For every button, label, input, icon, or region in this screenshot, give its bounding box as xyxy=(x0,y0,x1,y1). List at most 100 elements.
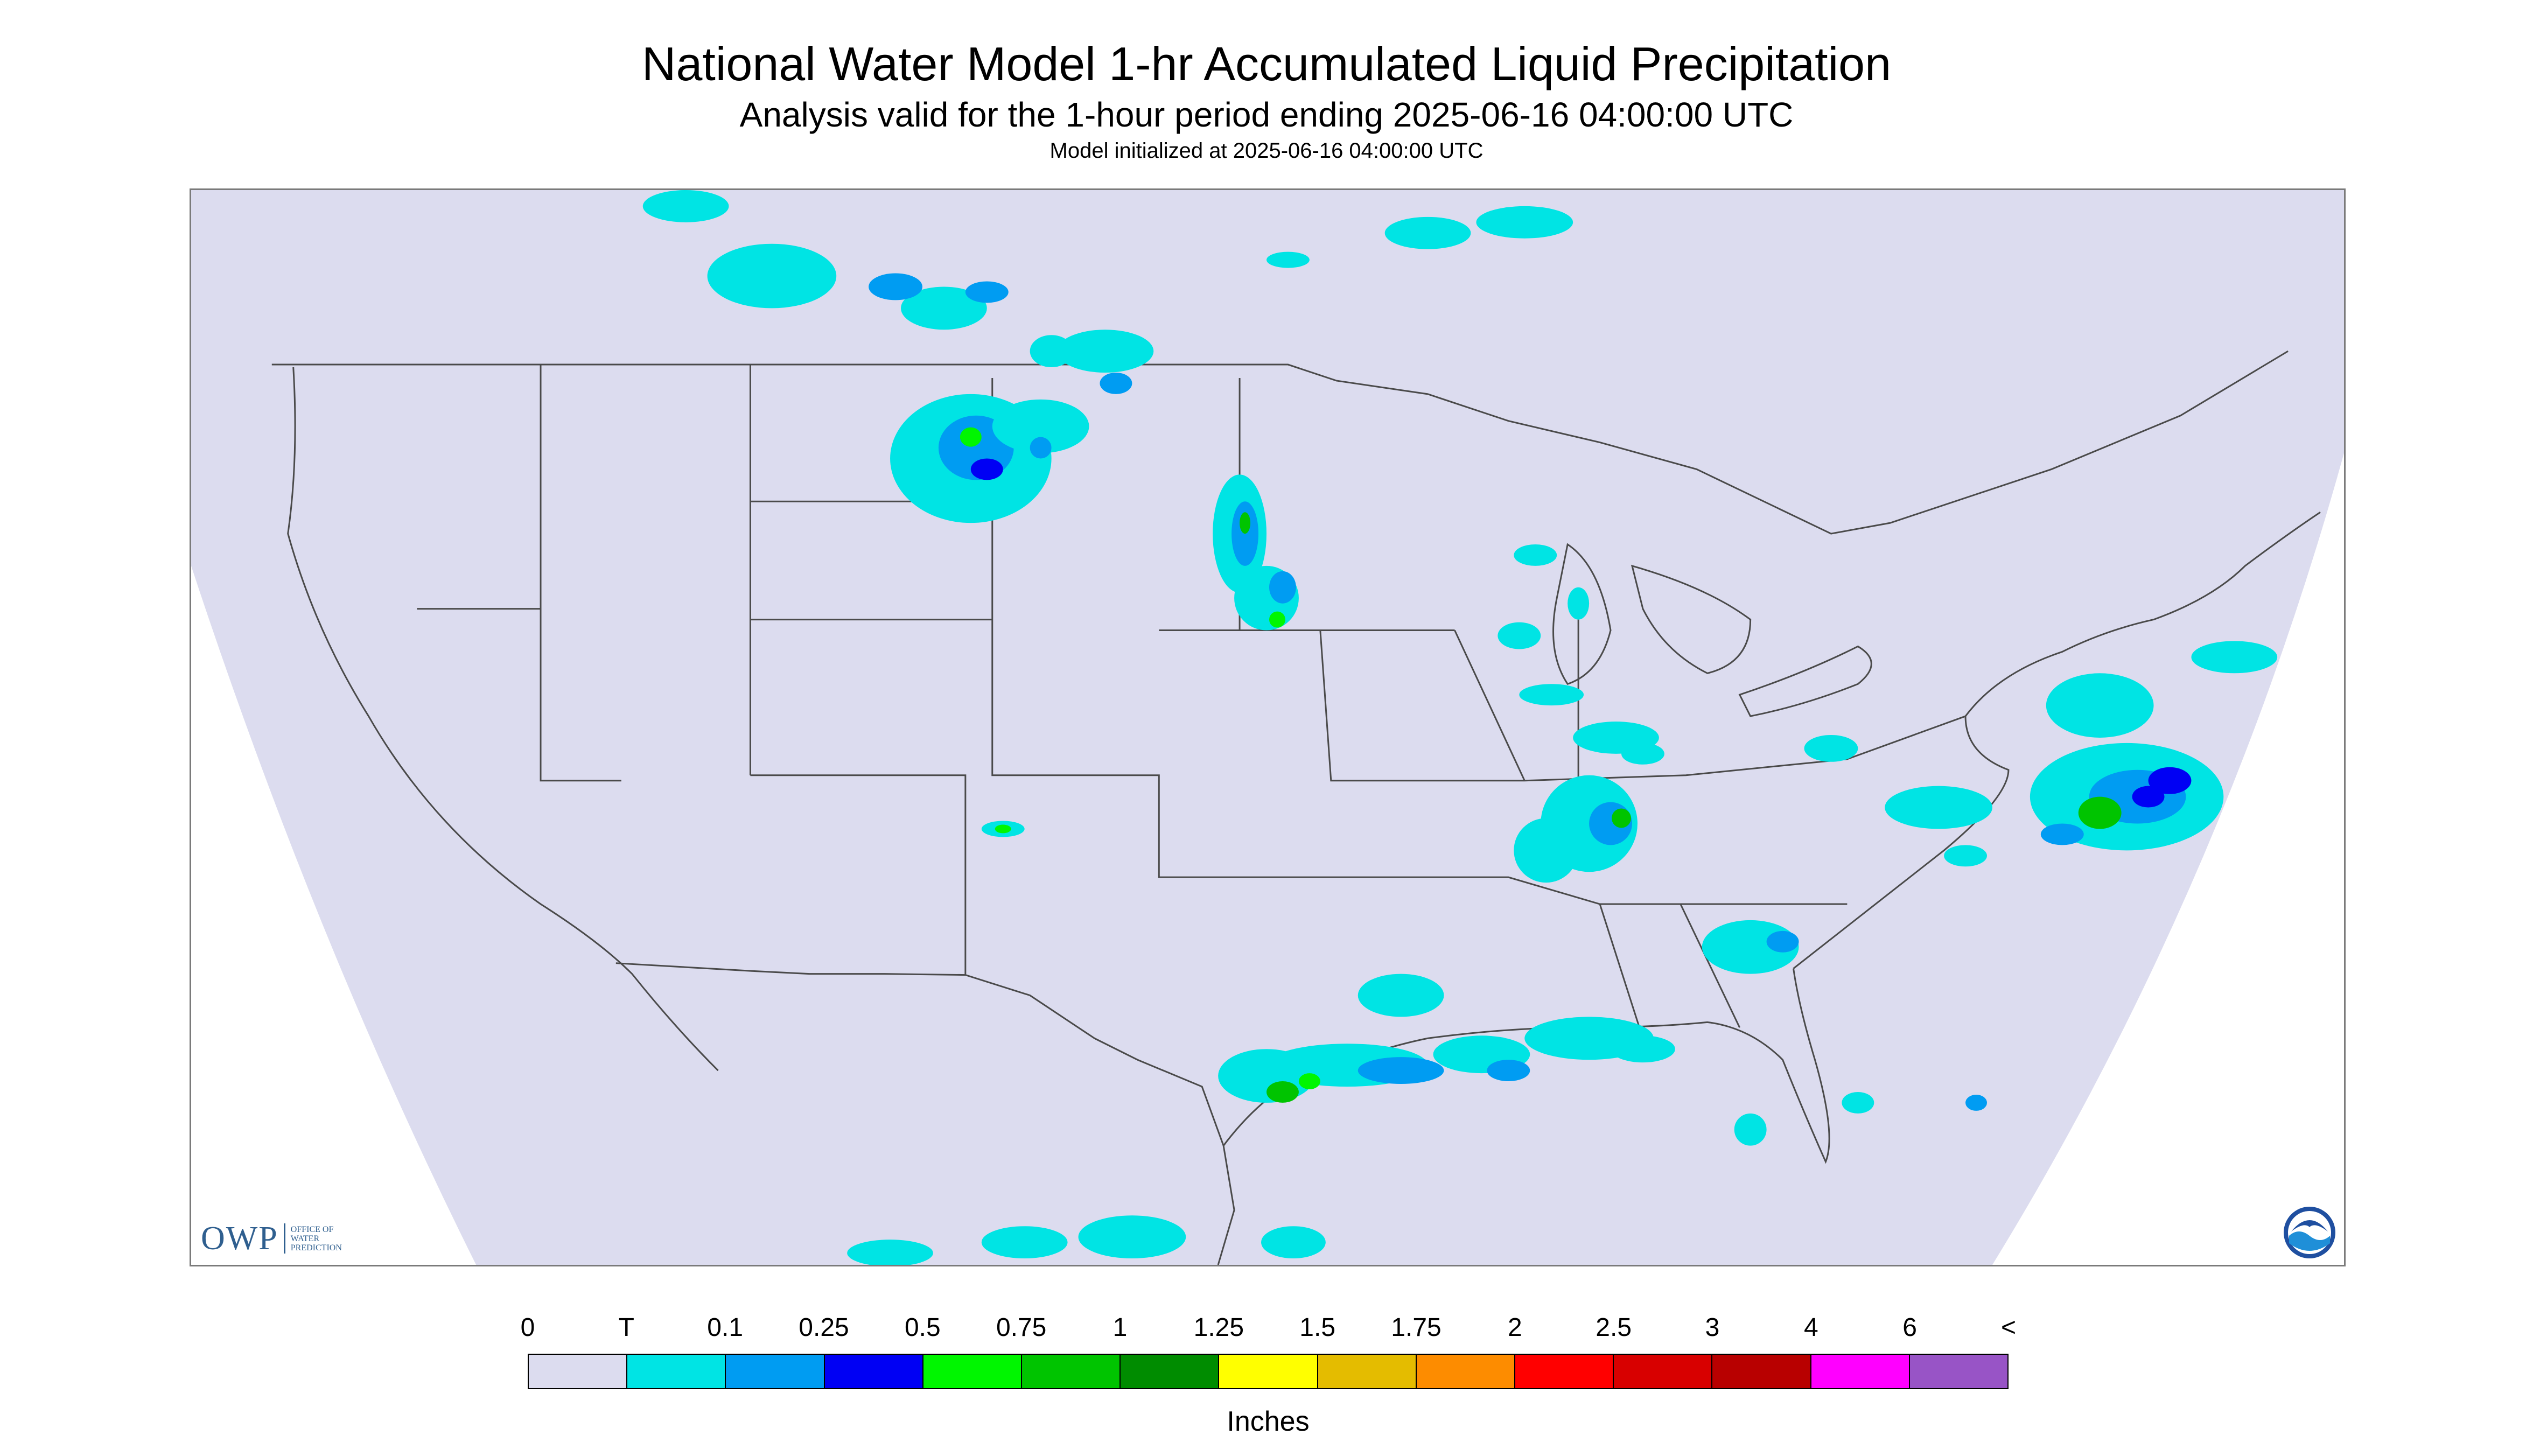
legend-tick-label: 4 xyxy=(1803,1313,1818,1342)
precip-area xyxy=(965,281,1009,303)
precip-area xyxy=(995,824,1011,834)
precip-area xyxy=(1030,335,1073,368)
legend-tick-label: 3 xyxy=(1705,1313,1720,1342)
precip-area xyxy=(1611,1035,1675,1063)
precip-area xyxy=(1476,206,1573,239)
precip-area xyxy=(960,427,982,447)
precip-area xyxy=(2132,786,2165,808)
precip-area xyxy=(1269,571,1296,604)
legend-tick-label: T xyxy=(618,1313,634,1342)
owp-logo-mark: OWP xyxy=(201,1220,278,1257)
precip-area xyxy=(970,458,1003,480)
legend-swatch xyxy=(725,1354,825,1389)
model-init-line: Model initialized at 2025-06-16 04:00:00… xyxy=(1049,139,1484,163)
precip-area xyxy=(1519,684,1584,706)
legend-tick-label: 2 xyxy=(1507,1313,1522,1342)
precip-area xyxy=(2191,641,2278,674)
legend-swatch xyxy=(1021,1354,1121,1389)
legend-tick-label: 6 xyxy=(1902,1313,1918,1342)
legend-swatch xyxy=(1415,1354,1516,1389)
precip-area xyxy=(1766,930,1799,953)
precip-area xyxy=(1514,544,1557,566)
legend-tick-label: < xyxy=(2000,1313,2017,1342)
precip-area xyxy=(1621,743,1664,765)
precip-area xyxy=(2046,673,2154,738)
precip-area xyxy=(1266,1081,1299,1103)
precip-area xyxy=(1498,622,1541,649)
map-title: National Water Model 1-hr Accumulated Li… xyxy=(641,37,1892,90)
precip-area xyxy=(1734,1113,1767,1146)
precip-area xyxy=(1261,1226,1326,1259)
precipitation-map: OWP Office of Water Prediction xyxy=(190,188,2346,1266)
owp-logo: OWP Office of Water Prediction xyxy=(201,1220,355,1257)
legend-color-bar xyxy=(528,1354,2009,1389)
precip-area xyxy=(1944,845,1987,867)
precip-area xyxy=(1269,611,1285,628)
color-legend: 0 T 0.1 0.25 0.5 0.75 1 1.25 1.5 1.75 2 2.5 3 4 6 < Inc… xyxy=(521,1313,2016,1442)
legend-swatch xyxy=(1810,1354,1910,1389)
precip-area xyxy=(992,399,1089,453)
map-domain xyxy=(191,190,2344,1265)
precip-area xyxy=(2148,767,2192,794)
precip-area xyxy=(1804,734,1858,762)
precip-area xyxy=(1384,216,1471,249)
atlantic-coast xyxy=(1793,511,2321,969)
legend-units-label: Inches xyxy=(1227,1406,1310,1437)
precip-area xyxy=(1100,372,1132,394)
precip-area xyxy=(707,243,837,309)
precip-area xyxy=(847,1240,933,1265)
precip-area xyxy=(1231,501,1259,566)
legend-swatch xyxy=(1711,1354,1811,1389)
legend-tick-label: 1.75 xyxy=(1391,1313,1442,1342)
precip-area xyxy=(1568,587,1590,620)
legend-swatch xyxy=(1119,1354,1220,1389)
legend-tick-label: 1.5 xyxy=(1299,1313,1336,1342)
precip-area xyxy=(1612,808,1631,828)
legend-swatch xyxy=(823,1354,923,1389)
precip-area xyxy=(642,190,729,222)
owp-logo-divider xyxy=(283,1223,285,1254)
map-subtitle: Analysis valid for the 1-hour period end… xyxy=(739,95,1794,134)
legend-tick-label: 2.5 xyxy=(1596,1313,1632,1342)
precip-area xyxy=(1266,251,1310,268)
us-canada-border xyxy=(271,350,2289,535)
legend-swatch xyxy=(922,1354,1023,1389)
precip-area xyxy=(1842,1091,1874,1114)
legend-tick-label: 0 xyxy=(520,1313,535,1342)
owp-logo-text: Office of Water Prediction xyxy=(291,1225,355,1252)
west-coast xyxy=(287,367,719,1072)
legend-swatch xyxy=(528,1354,628,1389)
precip-area xyxy=(2078,796,2122,829)
precip-area xyxy=(1358,1057,1444,1084)
great-lakes xyxy=(1552,543,1872,717)
legend-swatch xyxy=(1613,1354,1713,1389)
precipitation-overlay xyxy=(642,190,2278,1265)
precip-area xyxy=(1240,512,1251,534)
legend-tick-label: 1.25 xyxy=(1193,1313,1244,1342)
legend-swatch xyxy=(1317,1354,1417,1389)
us-mexico-border xyxy=(615,962,1235,1265)
legend-swatch xyxy=(1514,1354,1614,1389)
precip-area xyxy=(1056,330,1154,373)
precip-area xyxy=(1965,1094,1987,1111)
precip-area xyxy=(1358,974,1444,1017)
precip-area xyxy=(981,1226,1068,1259)
precip-area xyxy=(1298,1073,1320,1089)
legend-tick-label: 0.25 xyxy=(799,1313,849,1342)
owp-logo-line: Office of xyxy=(290,1224,334,1234)
precip-area xyxy=(1885,786,1992,829)
map-canvas xyxy=(191,190,2344,1265)
owp-logo-line: Prediction xyxy=(290,1243,342,1252)
owp-logo-line: Water xyxy=(290,1234,320,1243)
precip-area xyxy=(1030,437,1052,459)
legend-swatch xyxy=(626,1354,726,1389)
legend-swatch xyxy=(1218,1354,1318,1389)
legend-tick-label: 0.75 xyxy=(996,1313,1047,1342)
legend-tick-label: 0.1 xyxy=(707,1313,744,1342)
precip-area xyxy=(1078,1215,1186,1259)
legend-swatch xyxy=(1908,1354,2009,1389)
precip-area xyxy=(901,286,987,330)
precip-area xyxy=(2040,823,2084,845)
precip-area xyxy=(869,273,922,300)
legend-tick-label: 0.5 xyxy=(904,1313,941,1342)
